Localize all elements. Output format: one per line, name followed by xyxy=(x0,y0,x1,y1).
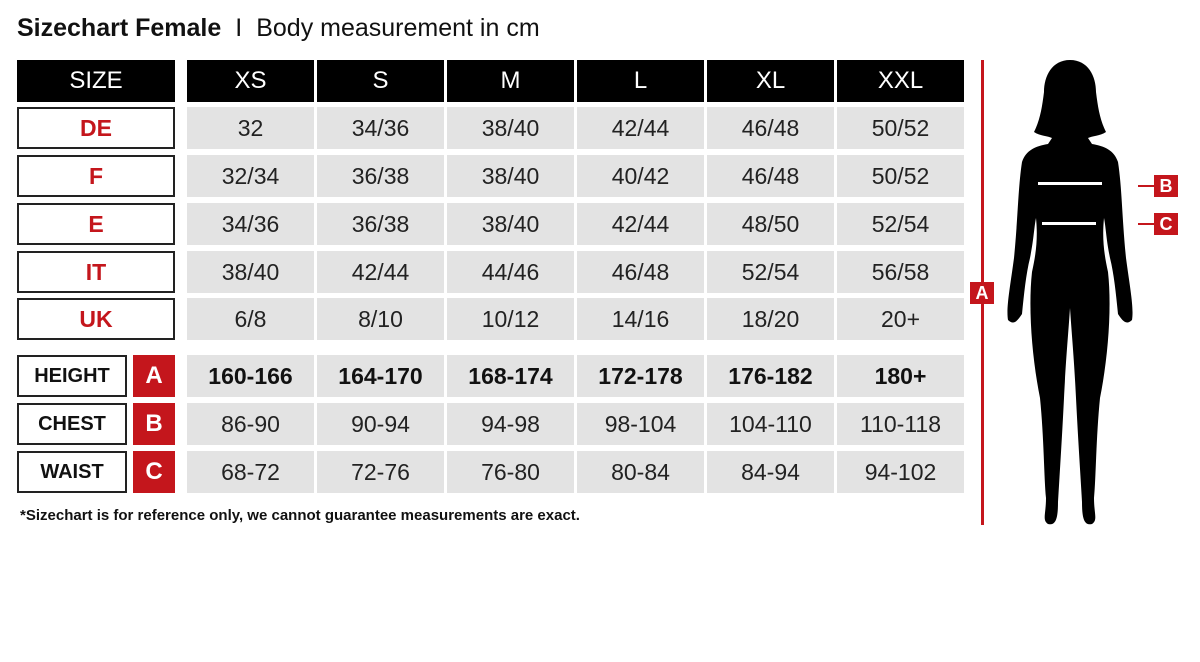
measurement-cell: 80-84 xyxy=(577,451,704,493)
size-column-header: M xyxy=(447,60,574,102)
measurement-letter: A xyxy=(133,355,175,397)
size-header: SIZE xyxy=(17,60,175,102)
country-label: F xyxy=(17,155,175,197)
country-label: DE xyxy=(17,107,175,149)
measurement-cell: 160-166 xyxy=(187,355,314,397)
size-column-header: XL xyxy=(707,60,834,102)
measurement-cell: 176-182 xyxy=(707,355,834,397)
size-cell: 34/36 xyxy=(317,107,444,149)
page-title: Sizechart Female I Body measurement in cm xyxy=(17,14,540,43)
size-cell: 44/46 xyxy=(447,251,574,293)
measurement-cell: 84-94 xyxy=(707,451,834,493)
size-cell: 18/20 xyxy=(707,298,834,340)
size-cell: 50/52 xyxy=(837,107,964,149)
size-cell: 36/38 xyxy=(317,155,444,197)
size-cell: 6/8 xyxy=(187,298,314,340)
measurement-cell: 180+ xyxy=(837,355,964,397)
measurement-cell: 164-170 xyxy=(317,355,444,397)
female-silhouette-icon xyxy=(1007,60,1133,525)
measurement-cell: 94-98 xyxy=(447,403,574,445)
measurement-cell: 172-178 xyxy=(577,355,704,397)
disclaimer-note: *Sizechart is for reference only, we can… xyxy=(20,507,580,524)
measurement-letter: B xyxy=(133,403,175,445)
height-line xyxy=(981,60,984,282)
size-cell: 42/44 xyxy=(317,251,444,293)
measurement-letter: C xyxy=(133,451,175,493)
size-cell: 34/36 xyxy=(187,203,314,245)
size-cell: 32 xyxy=(187,107,314,149)
measurement-cell: 68-72 xyxy=(187,451,314,493)
waist-tag: C xyxy=(1154,213,1178,235)
title-main: Sizechart Female xyxy=(17,14,222,42)
size-cell: 20+ xyxy=(837,298,964,340)
measurement-cell: 168-174 xyxy=(447,355,574,397)
size-cell: 36/38 xyxy=(317,203,444,245)
size-cell: 32/34 xyxy=(187,155,314,197)
size-column-header: XS xyxy=(187,60,314,102)
country-label: E xyxy=(17,203,175,245)
size-cell: 8/10 xyxy=(317,298,444,340)
measurement-label: HEIGHT xyxy=(17,355,127,397)
size-cell: 52/54 xyxy=(837,203,964,245)
country-label: IT xyxy=(17,251,175,293)
height-tag: A xyxy=(970,282,994,304)
measurement-label: CHEST xyxy=(17,403,127,445)
size-cell: 46/48 xyxy=(707,107,834,149)
size-cell: 40/42 xyxy=(577,155,704,197)
size-column-header: XXL xyxy=(837,60,964,102)
measurement-cell: 94-102 xyxy=(837,451,964,493)
size-cell: 38/40 xyxy=(447,155,574,197)
waist-tick xyxy=(1138,223,1154,225)
measurement-label: WAIST xyxy=(17,451,127,493)
measurement-cell: 72-76 xyxy=(317,451,444,493)
title-subtitle: Body measurement in cm xyxy=(256,14,540,42)
size-cell: 38/40 xyxy=(447,203,574,245)
measurement-cell: 90-94 xyxy=(317,403,444,445)
measurement-cell: 110-118 xyxy=(837,403,964,445)
title-separator: I xyxy=(235,14,243,42)
chest-tag: B xyxy=(1154,175,1178,197)
size-cell: 38/40 xyxy=(447,107,574,149)
size-cell: 42/44 xyxy=(577,107,704,149)
chest-tick xyxy=(1138,185,1154,187)
measurement-cell: 98-104 xyxy=(577,403,704,445)
size-cell: 46/48 xyxy=(707,155,834,197)
size-cell: 10/12 xyxy=(447,298,574,340)
height-line xyxy=(981,304,984,525)
size-cell: 52/54 xyxy=(707,251,834,293)
size-cell: 14/16 xyxy=(577,298,704,340)
size-cell: 46/48 xyxy=(577,251,704,293)
size-column-header: S xyxy=(317,60,444,102)
measurement-cell: 76-80 xyxy=(447,451,574,493)
size-cell: 38/40 xyxy=(187,251,314,293)
country-label: UK xyxy=(17,298,175,340)
size-column-header: L xyxy=(577,60,704,102)
size-cell: 48/50 xyxy=(707,203,834,245)
size-cell: 50/52 xyxy=(837,155,964,197)
measurement-cell: 104-110 xyxy=(707,403,834,445)
measurement-cell: 86-90 xyxy=(187,403,314,445)
size-cell: 56/58 xyxy=(837,251,964,293)
size-cell: 42/44 xyxy=(577,203,704,245)
